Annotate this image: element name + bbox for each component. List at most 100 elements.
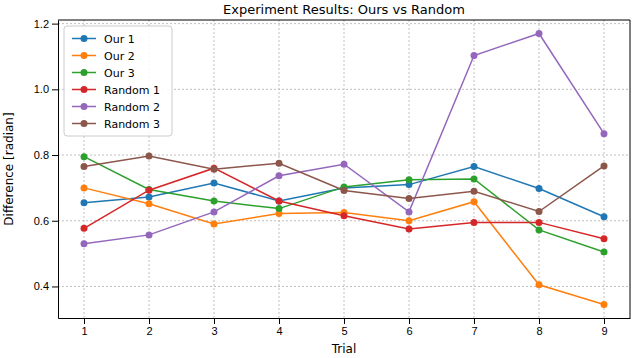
point [471, 219, 478, 226]
x-tick-mark [604, 318, 605, 324]
point [276, 205, 283, 212]
y-tick-label: 1.0 [34, 83, 49, 95]
x-tick-label: 4 [276, 325, 282, 337]
y-tick-label: 0.8 [34, 149, 49, 161]
y-axis-line [58, 21, 59, 319]
y-tick: 0.8 [34, 149, 58, 161]
x-tick: 3 [211, 318, 217, 337]
legend-label: Our 2 [104, 50, 135, 63]
grid-line [279, 20, 280, 318]
legend-marker [81, 69, 88, 76]
x-tick-mark [214, 318, 215, 324]
y-tick-label: 0.4 [34, 280, 49, 292]
x-tick-mark [539, 318, 540, 324]
point [536, 30, 543, 37]
point [211, 179, 218, 186]
x-axis-title: Trial [331, 342, 357, 356]
point [81, 199, 88, 206]
point [211, 166, 218, 173]
legend-marker [81, 103, 88, 110]
legend-label: Random 2 [104, 101, 160, 114]
point [146, 200, 153, 207]
point [601, 248, 608, 255]
legend-label: Our 3 [104, 67, 135, 80]
x-tick-mark [279, 318, 280, 324]
series-line [84, 168, 604, 239]
point [341, 161, 348, 168]
series-line [84, 156, 604, 212]
y-tick-mark [52, 221, 58, 222]
legend-box [64, 26, 172, 136]
legend-marker [81, 35, 88, 42]
plot: 1 2 3 4 5 6 7 8 9 0.4 0.6 0.8 1.0 1.2 Our 1 Our 2 Our 3 R… [34, 18, 631, 337]
y-tick-label: 0.6 [34, 215, 49, 227]
x-tick-mark [344, 318, 345, 324]
point [81, 163, 88, 170]
point [146, 186, 153, 193]
legend-label: Our 1 [104, 33, 135, 46]
chart: 1 2 3 4 5 6 7 8 9 0.4 0.6 0.8 1.0 1.2 Our 1 Our 2 Our 3 R… [0, 0, 640, 358]
point [81, 240, 88, 247]
x-tick: 2 [146, 318, 152, 337]
point [146, 153, 153, 160]
point [601, 213, 608, 220]
point [341, 212, 348, 219]
legend-marker [81, 86, 88, 93]
grid-line [344, 20, 345, 318]
y-tick: 0.4 [34, 280, 58, 292]
point [146, 194, 153, 201]
x-tick-label: 8 [536, 325, 542, 337]
frame [58, 20, 630, 21]
point [471, 198, 478, 205]
y-tick-mark [52, 155, 58, 156]
point [601, 130, 608, 137]
point [471, 52, 478, 59]
point [211, 198, 218, 205]
x-tick-mark [84, 318, 85, 324]
x-tick: 6 [406, 318, 412, 337]
x-tick-mark [149, 318, 150, 324]
x-tick-label: 3 [211, 325, 217, 337]
y-tick-mark [52, 24, 58, 25]
point [536, 219, 543, 226]
x-tick: 7 [471, 318, 477, 337]
x-tick: 4 [276, 318, 282, 337]
legend-marker [81, 52, 88, 59]
y-tick: 0.6 [34, 215, 58, 227]
grid [58, 20, 630, 318]
legend-marker [81, 120, 88, 127]
point [81, 225, 88, 232]
y-tick-mark [52, 286, 58, 287]
grid-line [58, 220, 630, 221]
x-tick: 1 [81, 318, 87, 337]
x-axis: 1 2 3 4 5 6 7 8 9 [59, 318, 631, 337]
grid-line [58, 155, 630, 156]
x-tick-mark [474, 318, 475, 324]
grid-line [539, 20, 540, 318]
point [211, 221, 218, 228]
point [276, 172, 283, 179]
point [601, 301, 608, 308]
legend: Our 1Our 2Our 3Random 1Random 2Random 3 [64, 26, 172, 136]
y-axis-title: Difference [radian] [2, 112, 16, 225]
x-tick: 8 [536, 318, 542, 337]
point [81, 153, 88, 160]
point [471, 176, 478, 183]
x-tick-label: 5 [341, 325, 347, 337]
point [601, 235, 608, 242]
point [146, 187, 153, 194]
title: Experiment Results: Ours vs Random [223, 2, 465, 17]
series-line [84, 188, 604, 305]
x-tick: 9 [601, 318, 607, 337]
point [601, 162, 608, 169]
point [81, 184, 88, 191]
y-tick: 1.2 [34, 18, 58, 30]
point [211, 208, 218, 215]
point [276, 160, 283, 167]
x-tick-label: 1 [81, 325, 87, 337]
point [406, 176, 413, 183]
x-tick-mark [409, 318, 410, 324]
series-line [84, 157, 604, 252]
grid-line [58, 23, 630, 24]
x-tick-label: 9 [601, 325, 607, 337]
